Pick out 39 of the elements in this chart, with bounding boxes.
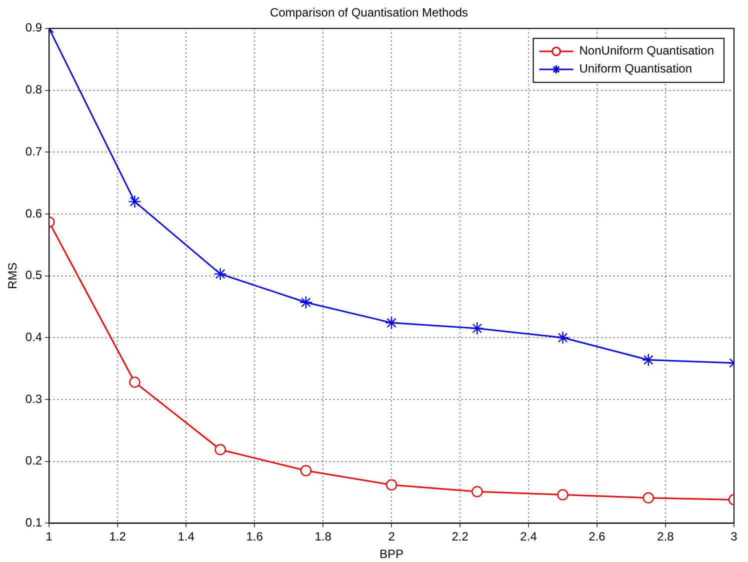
legend-label: Uniform Quantisation [579, 62, 692, 76]
point [300, 465, 312, 476]
x-tick-label: 1.6 [246, 530, 264, 544]
point [472, 486, 483, 498]
point [556, 331, 570, 344]
y-tick-label: 0.4 [25, 330, 42, 344]
point [128, 194, 142, 208]
chart-title: Comparison of Quantisation Methods [270, 6, 468, 20]
x-tick-label: 2 [388, 530, 396, 544]
y-tick-label: 0.6 [25, 206, 42, 220]
point [299, 296, 313, 309]
y-tick-label: 0.9 [25, 20, 42, 35]
x-tick-label: 3 [730, 530, 738, 544]
x-tick-label: 1.4 [178, 530, 195, 544]
x-tick-label: 2.4 [520, 530, 538, 544]
x-tick-label: 2.8 [657, 530, 674, 544]
x-tick-label: 2.2 [452, 530, 469, 544]
legend-label: NonUniform Quantisation [579, 44, 714, 58]
point [384, 316, 398, 330]
x-tick-label: 2.6 [588, 530, 606, 544]
point [470, 322, 484, 335]
y-tick-label: 0.5 [25, 268, 42, 282]
y-tick-label: 0.2 [25, 454, 42, 468]
y-tick-label: 0.3 [25, 392, 42, 406]
point [214, 267, 227, 281]
y-tick-label: 0.7 [25, 144, 42, 158]
point [386, 479, 398, 490]
y-axis-title: RMS [6, 262, 20, 290]
y-tick-label: 0.8 [25, 82, 42, 97]
point [214, 444, 226, 456]
x-tick-label: 1.2 [109, 530, 126, 544]
point [642, 492, 654, 504]
x-tick-label: 1.8 [314, 530, 332, 544]
point [557, 489, 568, 500]
point [642, 353, 655, 367]
y-tick-label: 0.1 [25, 516, 42, 530]
x-tick-label: 1 [46, 530, 53, 544]
point [129, 376, 140, 388]
x-axis-title: BPP [380, 547, 404, 562]
